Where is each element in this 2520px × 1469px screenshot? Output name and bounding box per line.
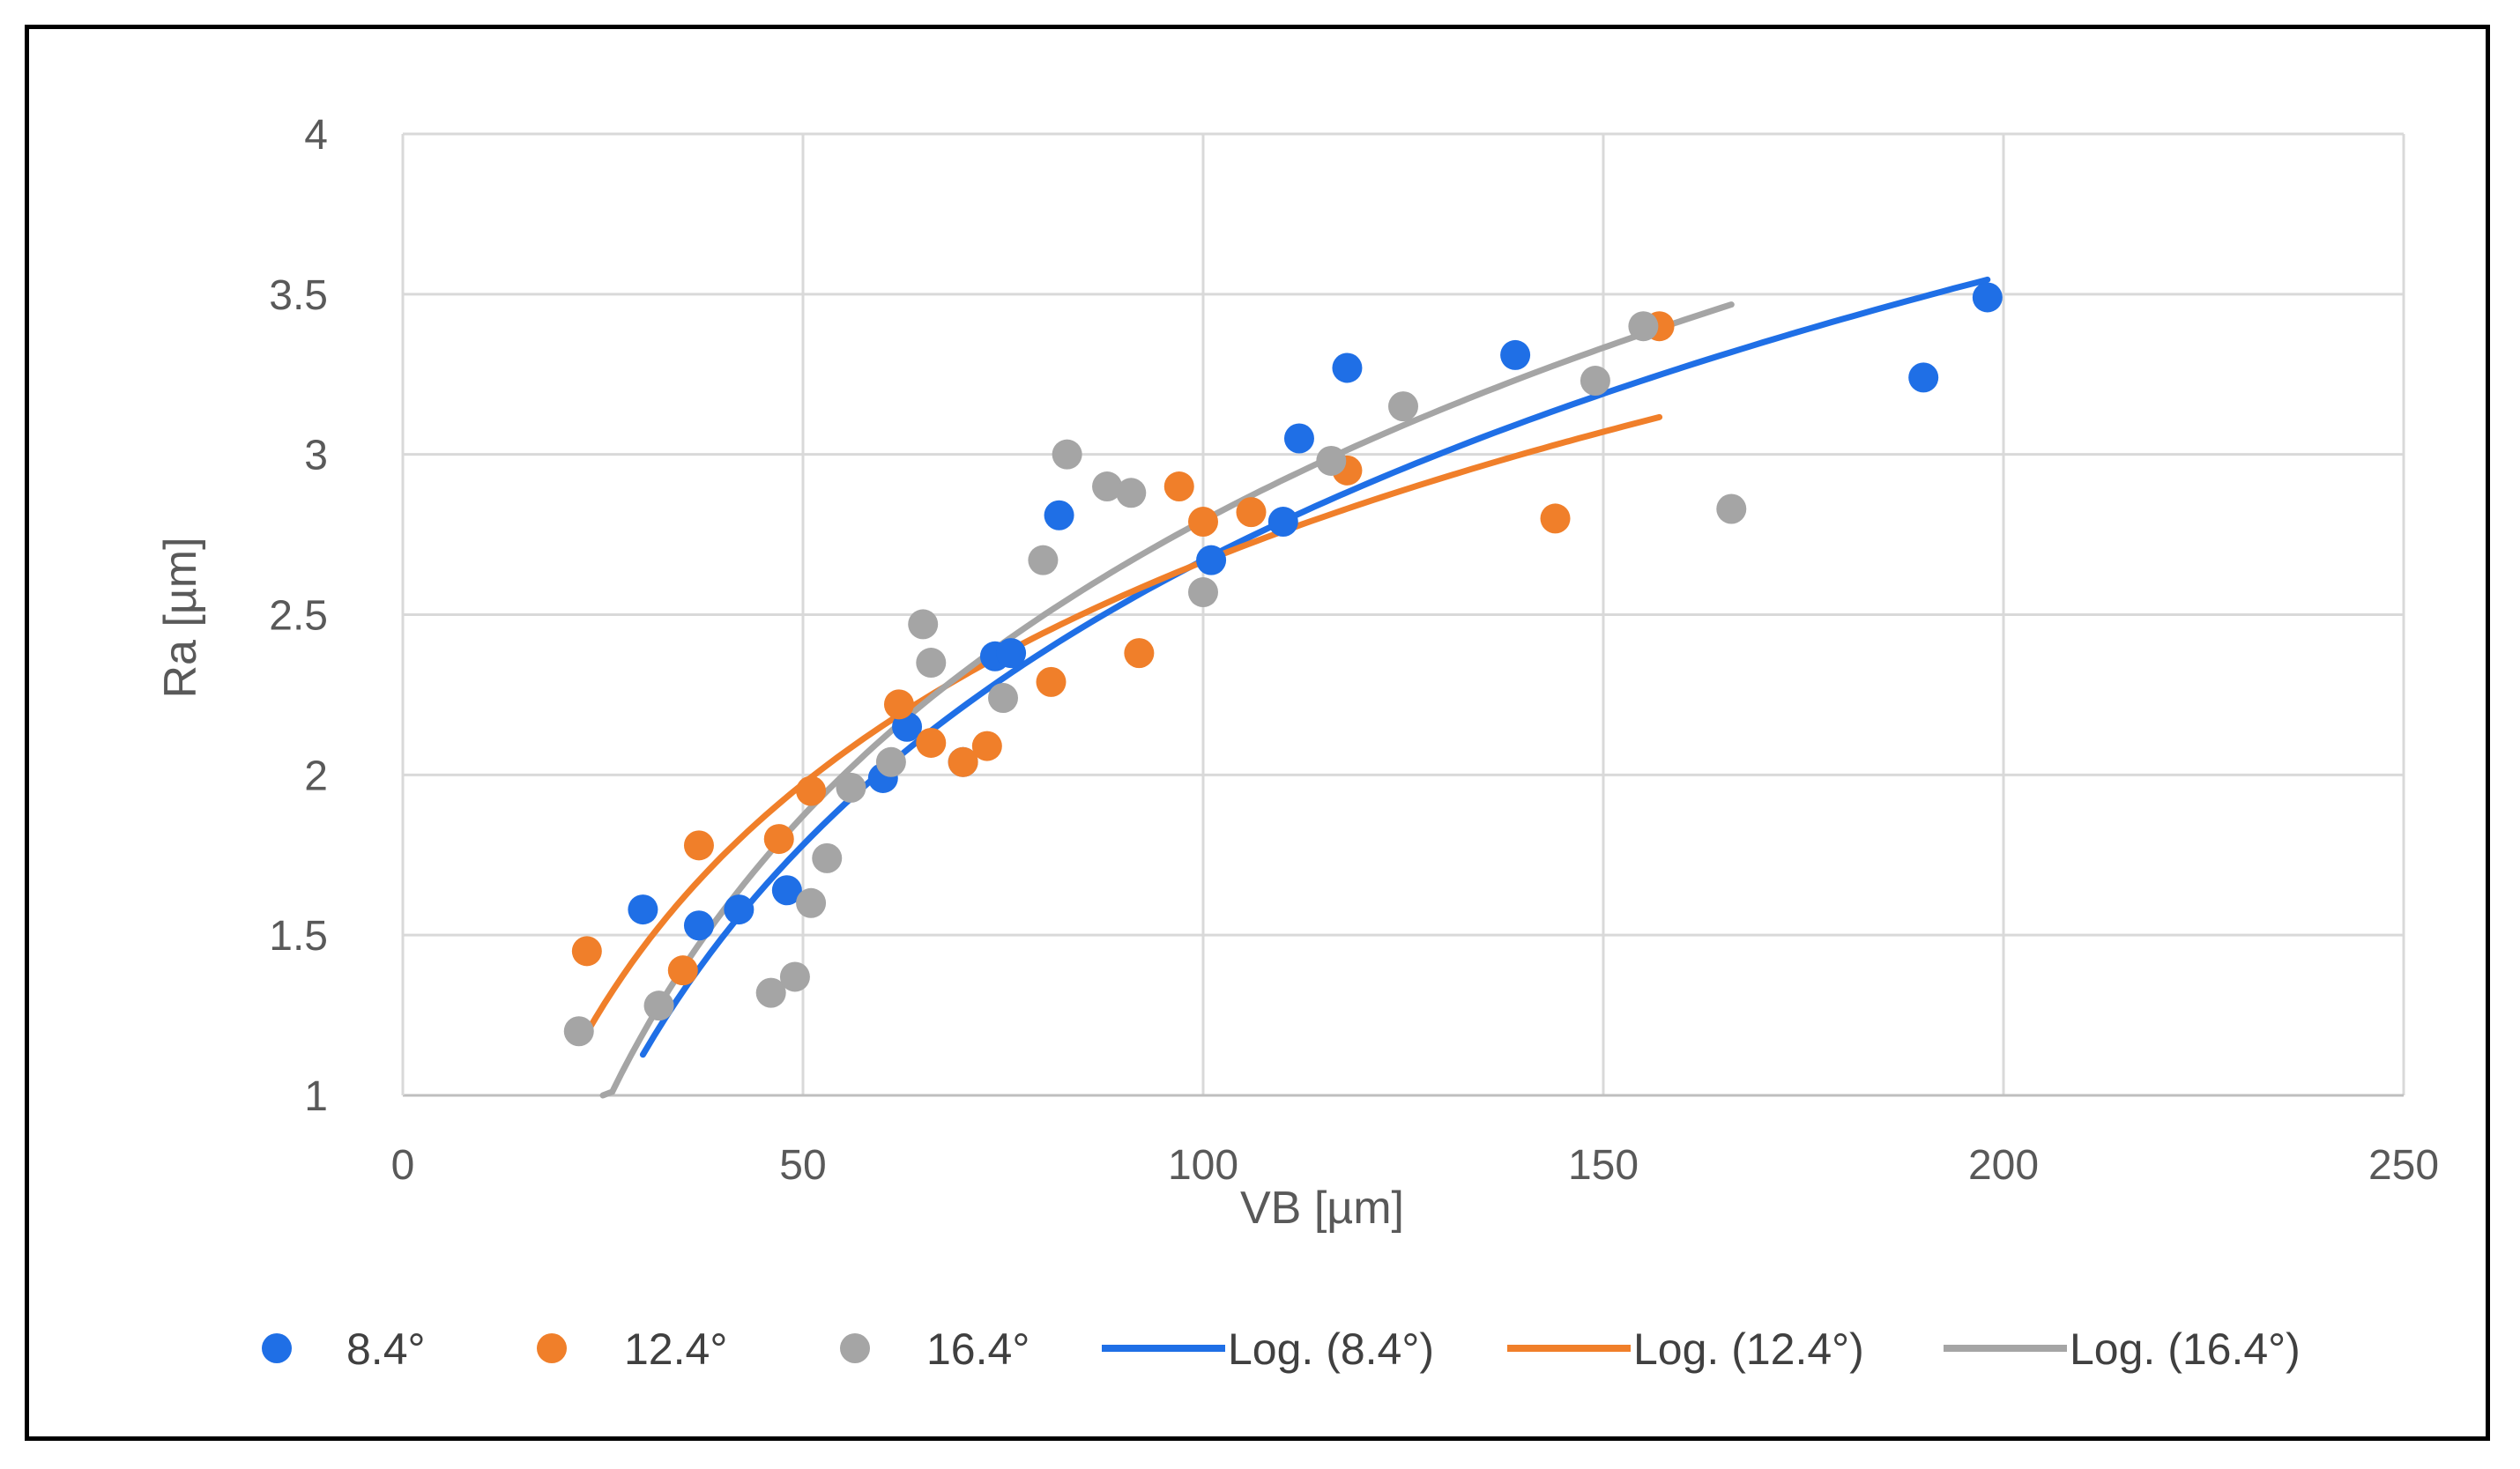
data-point-series-3 xyxy=(916,648,947,679)
legend-marker-series-3 xyxy=(840,1333,870,1363)
y-tick-label: 4 xyxy=(304,112,328,159)
x-tick-label: 250 xyxy=(2368,1142,2439,1189)
data-point-series-2 xyxy=(667,955,698,986)
data-point-series-2 xyxy=(916,727,947,758)
legend-marker-series-2 xyxy=(537,1333,567,1363)
data-point-series-3 xyxy=(908,609,939,640)
data-point-series-1 xyxy=(724,894,755,925)
data-point-series-3 xyxy=(755,977,786,1008)
data-point-series-3 xyxy=(1116,478,1147,508)
legend-label-series-2: 12.4° xyxy=(624,1324,727,1374)
data-point-series-1 xyxy=(683,910,714,941)
trendline-2 xyxy=(584,413,1663,1036)
data-point-series-2 xyxy=(971,731,1002,761)
data-point-series-3 xyxy=(779,961,810,992)
y-tick-label: 1.5 xyxy=(269,913,328,960)
legend-label-trend-1: Log. (8.4°) xyxy=(1228,1324,1434,1374)
data-point-series-3 xyxy=(875,746,906,777)
trendlines xyxy=(584,276,1991,1099)
data-point-series-1 xyxy=(1267,507,1298,538)
data-point-series-3 xyxy=(1388,391,1418,422)
y-axis-title: Ra [µm] xyxy=(155,537,206,698)
legend-label-series-3: 16.4° xyxy=(926,1324,1030,1374)
data-point-series-2 xyxy=(1124,638,1155,669)
legend: 8.4° 12.4° 16.4° Log. (8.4°) Log. (12.4°… xyxy=(262,1324,2301,1374)
x-tick-label: 150 xyxy=(1568,1142,1639,1189)
data-point-series-3 xyxy=(796,887,827,918)
data-point-series-2 xyxy=(571,936,602,967)
data-point-series-3 xyxy=(988,683,1018,714)
y-tick-labels: 1 1.5 2 2.5 3 3.5 4 xyxy=(269,112,328,1120)
data-point-series-2 xyxy=(763,824,794,855)
data-point-series-3 xyxy=(1580,366,1610,397)
legend-marker-series-1 xyxy=(262,1333,292,1363)
x-tick-label: 200 xyxy=(1968,1142,2039,1189)
data-point-series-1 xyxy=(771,875,802,906)
data-point-series-1 xyxy=(1283,423,1314,454)
data-point-series-1 xyxy=(1908,362,1939,393)
data-point-series-1 xyxy=(628,894,658,925)
x-tick-label: 0 xyxy=(391,1142,415,1189)
x-tick-labels: 0 50 100 150 200 250 xyxy=(391,1142,2439,1189)
chart-frame xyxy=(25,25,2490,1441)
legend-item-series-1: 8.4° xyxy=(262,1324,426,1374)
data-point-series-1 xyxy=(1332,352,1363,383)
legend-item-trend-2: Log. (12.4°) xyxy=(1507,1324,1864,1374)
trendline-1 xyxy=(639,276,1991,1058)
data-point-series-3 xyxy=(1628,311,1659,342)
data-point-series-2 xyxy=(796,775,827,806)
data-point-series-2 xyxy=(1036,666,1067,697)
grid-lines xyxy=(401,132,2405,1097)
data-point-series-1 xyxy=(1972,282,2003,313)
data-point-series-1 xyxy=(1196,545,1227,575)
data-point-series-3 xyxy=(643,990,674,1021)
y-tick-label: 3.5 xyxy=(269,272,328,319)
data-point-series-3 xyxy=(836,772,866,803)
legend-label-series-1: 8.4° xyxy=(346,1324,426,1374)
data-point-series-3 xyxy=(1052,439,1082,470)
y-tick-label: 1 xyxy=(304,1073,328,1120)
data-point-series-3 xyxy=(1716,493,1747,524)
x-tick-label: 50 xyxy=(779,1142,826,1189)
legend-item-trend-1: Log. (8.4°) xyxy=(1102,1324,1434,1374)
data-points xyxy=(563,282,2003,1047)
legend-item-trend-3: Log. (16.4°) xyxy=(1944,1324,2301,1374)
data-point-series-2 xyxy=(1540,503,1571,534)
x-tick-label: 100 xyxy=(1168,1142,1238,1189)
y-tick-label: 3 xyxy=(304,433,328,479)
y-tick-label: 2 xyxy=(304,753,328,799)
data-point-series-2 xyxy=(683,830,714,861)
trendline-3 xyxy=(599,301,1735,1099)
y-tick-label: 2.5 xyxy=(269,593,328,640)
data-point-series-2 xyxy=(1163,471,1194,502)
data-point-series-1 xyxy=(1500,339,1531,370)
data-point-series-2 xyxy=(1188,507,1218,538)
x-axis-title: VB [µm] xyxy=(1240,1183,1404,1234)
data-point-series-2 xyxy=(883,689,914,720)
legend-label-trend-2: Log. (12.4°) xyxy=(1633,1324,1864,1374)
legend-item-series-2: 12.4° xyxy=(537,1324,727,1374)
data-point-series-2 xyxy=(1236,497,1267,528)
legend-item-series-3: 16.4° xyxy=(840,1324,1030,1374)
data-point-series-3 xyxy=(812,842,843,873)
data-point-series-3 xyxy=(1188,577,1218,608)
data-point-series-3 xyxy=(1028,545,1059,575)
data-point-series-3 xyxy=(1092,471,1123,502)
data-point-series-2 xyxy=(948,746,978,777)
legend-label-trend-3: Log. (16.4°) xyxy=(2070,1324,2301,1374)
data-point-series-1 xyxy=(1044,500,1074,530)
plot-axes xyxy=(401,134,2404,1097)
data-point-series-3 xyxy=(563,1016,594,1047)
data-point-series-3 xyxy=(1316,445,1347,476)
data-point-series-1 xyxy=(996,638,1027,669)
